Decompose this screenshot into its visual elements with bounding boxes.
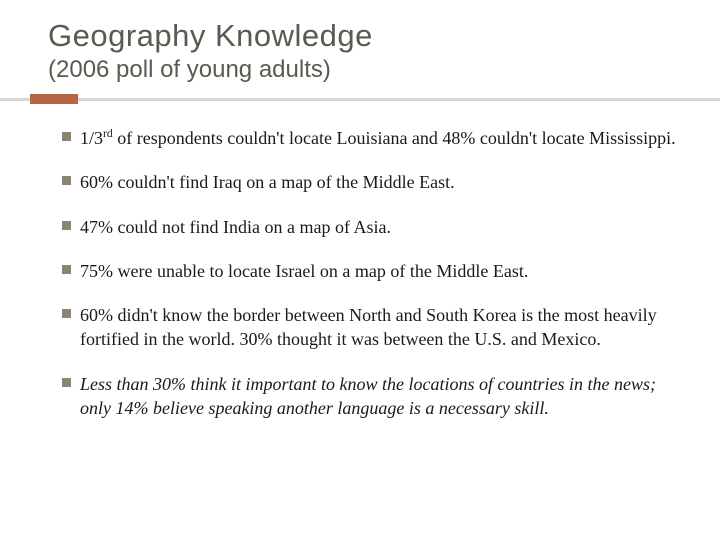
rule-accent [30, 94, 78, 104]
slide-title: Geography Knowledge [48, 18, 680, 54]
slide: Geography Knowledge (2006 poll of young … [0, 0, 720, 460]
list-item: 47% could not find India on a map of Asi… [66, 215, 680, 239]
title-rule [48, 94, 680, 104]
bullet-list: 1/3rd of respondents couldn't locate Lou… [48, 126, 680, 420]
list-item: 1/3rd of respondents couldn't locate Lou… [66, 126, 680, 150]
list-item: Less than 30% think it important to know… [66, 372, 680, 421]
slide-subtitle: (2006 poll of young adults) [48, 56, 680, 84]
list-item: 60% didn't know the border between North… [66, 303, 680, 352]
list-item: 60% couldn't find Iraq on a map of the M… [66, 170, 680, 194]
list-item: 75% were unable to locate Israel on a ma… [66, 259, 680, 283]
rule-line [0, 98, 720, 101]
